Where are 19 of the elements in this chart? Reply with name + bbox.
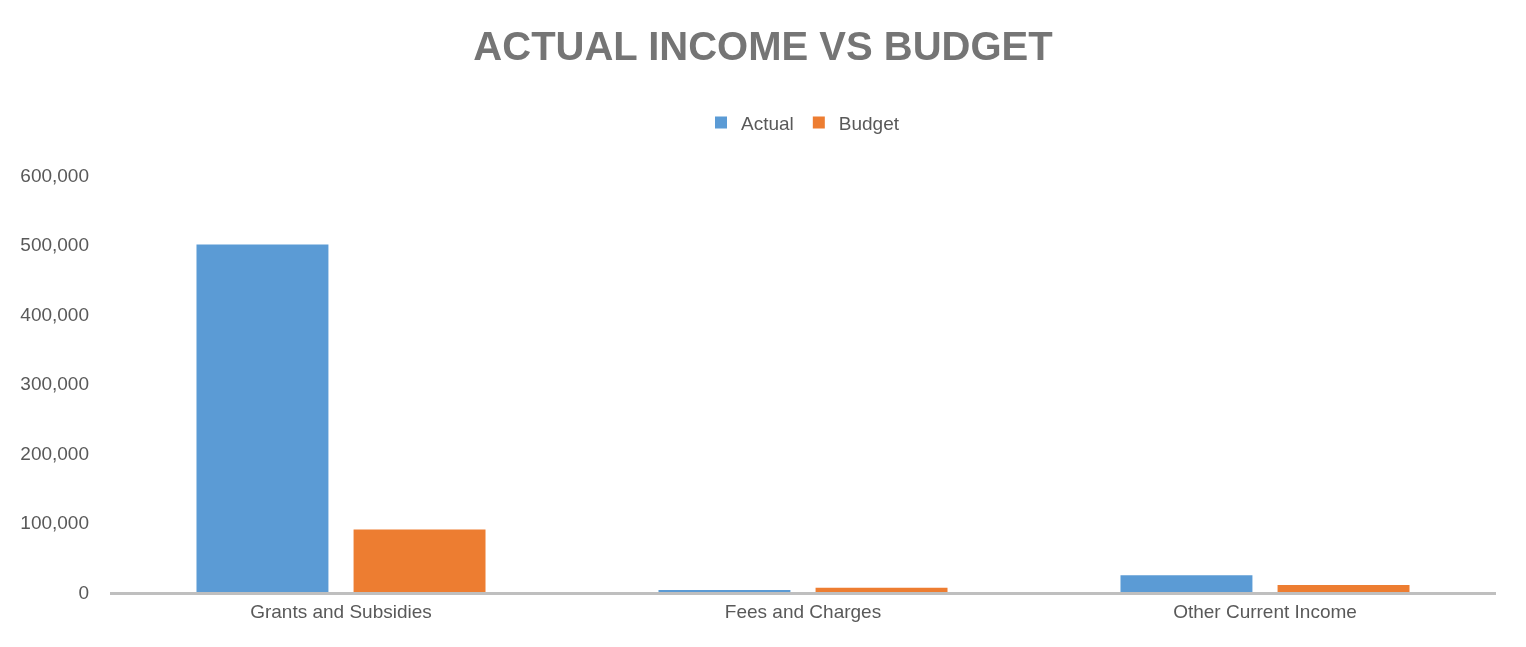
y-tick-label: 600,000 [20,164,89,186]
chart-title: ACTUAL INCOME VS BUDGET [473,24,1053,69]
bar [196,244,329,592]
x-tick-label: Fees and Charges [724,600,882,622]
bar [658,589,791,592]
bar [1120,575,1253,592]
x-tick-label: Other Current Income [1173,600,1357,622]
y-tick-label: 200,000 [20,442,89,464]
bar [815,587,948,592]
y-tick-label: 0 [78,581,89,603]
y-tick-label: 400,000 [20,303,89,325]
bar [1277,585,1410,592]
bar [353,529,486,592]
y-tick-label: 500,000 [20,234,89,256]
y-tick-label: 100,000 [20,512,89,534]
legend-label: Budget [838,112,900,134]
legend-label: Actual [741,112,794,134]
x-tick-label: Grants and Subsidies [250,600,432,622]
y-tick-label: 300,000 [20,373,89,395]
